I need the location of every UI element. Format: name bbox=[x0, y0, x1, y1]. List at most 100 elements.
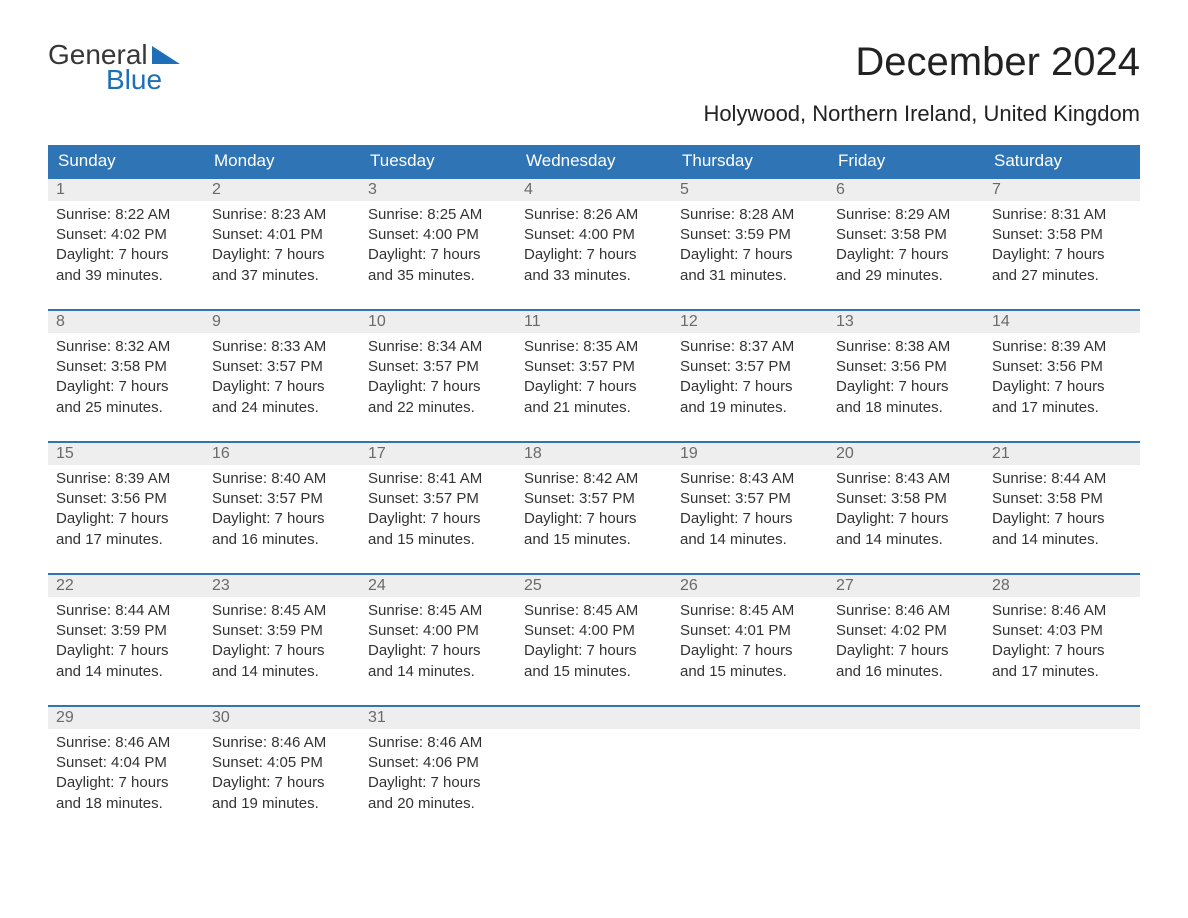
day-body: Sunrise: 8:46 AMSunset: 4:06 PMDaylight:… bbox=[360, 729, 516, 822]
day-number: 6 bbox=[828, 179, 984, 201]
day-sunset: Sunset: 4:03 PM bbox=[992, 621, 1132, 641]
day-d1: Daylight: 7 hours bbox=[524, 377, 664, 397]
day-d1: Daylight: 7 hours bbox=[56, 509, 196, 529]
day-sunrise: Sunrise: 8:41 AM bbox=[368, 469, 508, 489]
calendar: Sunday Monday Tuesday Wednesday Thursday… bbox=[48, 145, 1140, 825]
day-number: 28 bbox=[984, 575, 1140, 597]
day-number: 7 bbox=[984, 179, 1140, 201]
day-d2: and 14 minutes. bbox=[836, 530, 976, 550]
day-d1: Daylight: 7 hours bbox=[368, 509, 508, 529]
day-sunset: Sunset: 3:57 PM bbox=[368, 489, 508, 509]
calendar-day: 29Sunrise: 8:46 AMSunset: 4:04 PMDayligh… bbox=[48, 707, 204, 825]
day-body: Sunrise: 8:33 AMSunset: 3:57 PMDaylight:… bbox=[204, 333, 360, 426]
day-number: 26 bbox=[672, 575, 828, 597]
day-d1: Daylight: 7 hours bbox=[212, 773, 352, 793]
brand-logo: General Blue bbox=[48, 40, 180, 95]
day-body: Sunrise: 8:43 AMSunset: 3:57 PMDaylight:… bbox=[672, 465, 828, 558]
day-d1: Daylight: 7 hours bbox=[992, 377, 1132, 397]
day-sunset: Sunset: 3:56 PM bbox=[992, 357, 1132, 377]
day-number: 2 bbox=[204, 179, 360, 201]
day-sunset: Sunset: 4:01 PM bbox=[680, 621, 820, 641]
day-sunset: Sunset: 3:58 PM bbox=[992, 225, 1132, 245]
day-sunrise: Sunrise: 8:39 AM bbox=[992, 337, 1132, 357]
day-number: 14 bbox=[984, 311, 1140, 333]
day-body: Sunrise: 8:37 AMSunset: 3:57 PMDaylight:… bbox=[672, 333, 828, 426]
day-sunrise: Sunrise: 8:22 AM bbox=[56, 205, 196, 225]
calendar-day: 10Sunrise: 8:34 AMSunset: 3:57 PMDayligh… bbox=[360, 311, 516, 429]
day-d2: and 18 minutes. bbox=[836, 398, 976, 418]
calendar-day: 8Sunrise: 8:32 AMSunset: 3:58 PMDaylight… bbox=[48, 311, 204, 429]
calendar-day: 17Sunrise: 8:41 AMSunset: 3:57 PMDayligh… bbox=[360, 443, 516, 561]
day-sunset: Sunset: 4:00 PM bbox=[524, 621, 664, 641]
day-d1: Daylight: 7 hours bbox=[836, 377, 976, 397]
day-d2: and 14 minutes. bbox=[56, 662, 196, 682]
day-sunset: Sunset: 4:06 PM bbox=[368, 753, 508, 773]
calendar-week: 29Sunrise: 8:46 AMSunset: 4:04 PMDayligh… bbox=[48, 705, 1140, 825]
day-sunrise: Sunrise: 8:35 AM bbox=[524, 337, 664, 357]
day-body: Sunrise: 8:22 AMSunset: 4:02 PMDaylight:… bbox=[48, 201, 204, 294]
day-d2: and 14 minutes. bbox=[212, 662, 352, 682]
day-body: Sunrise: 8:28 AMSunset: 3:59 PMDaylight:… bbox=[672, 201, 828, 294]
brand-line2: Blue bbox=[106, 65, 162, 94]
day-d2: and 19 minutes. bbox=[680, 398, 820, 418]
day-d1: Daylight: 7 hours bbox=[524, 509, 664, 529]
calendar-day: 15Sunrise: 8:39 AMSunset: 3:56 PMDayligh… bbox=[48, 443, 204, 561]
day-body: Sunrise: 8:46 AMSunset: 4:02 PMDaylight:… bbox=[828, 597, 984, 690]
day-number: 22 bbox=[48, 575, 204, 597]
day-d1: Daylight: 7 hours bbox=[212, 509, 352, 529]
calendar-day: 3Sunrise: 8:25 AMSunset: 4:00 PMDaylight… bbox=[360, 179, 516, 297]
day-body: Sunrise: 8:44 AMSunset: 3:58 PMDaylight:… bbox=[984, 465, 1140, 558]
day-sunrise: Sunrise: 8:34 AM bbox=[368, 337, 508, 357]
day-sunrise: Sunrise: 8:28 AM bbox=[680, 205, 820, 225]
day-body: Sunrise: 8:46 AMSunset: 4:05 PMDaylight:… bbox=[204, 729, 360, 822]
calendar-day: 22Sunrise: 8:44 AMSunset: 3:59 PMDayligh… bbox=[48, 575, 204, 693]
day-sunset: Sunset: 3:56 PM bbox=[836, 357, 976, 377]
day-body: Sunrise: 8:43 AMSunset: 3:58 PMDaylight:… bbox=[828, 465, 984, 558]
day-d1: Daylight: 7 hours bbox=[368, 245, 508, 265]
day-body: Sunrise: 8:26 AMSunset: 4:00 PMDaylight:… bbox=[516, 201, 672, 294]
day-sunset: Sunset: 3:57 PM bbox=[524, 489, 664, 509]
calendar-day bbox=[984, 707, 1140, 825]
day-sunset: Sunset: 3:57 PM bbox=[368, 357, 508, 377]
day-number bbox=[828, 707, 984, 729]
day-sunset: Sunset: 3:58 PM bbox=[836, 489, 976, 509]
day-d2: and 29 minutes. bbox=[836, 266, 976, 286]
day-body: Sunrise: 8:32 AMSunset: 3:58 PMDaylight:… bbox=[48, 333, 204, 426]
day-d1: Daylight: 7 hours bbox=[992, 641, 1132, 661]
day-sunset: Sunset: 3:57 PM bbox=[680, 489, 820, 509]
day-body bbox=[672, 729, 828, 741]
day-sunset: Sunset: 3:56 PM bbox=[56, 489, 196, 509]
day-number bbox=[984, 707, 1140, 729]
day-sunset: Sunset: 3:57 PM bbox=[212, 357, 352, 377]
day-sunset: Sunset: 4:02 PM bbox=[836, 621, 976, 641]
calendar-day bbox=[828, 707, 984, 825]
day-number: 29 bbox=[48, 707, 204, 729]
day-body: Sunrise: 8:39 AMSunset: 3:56 PMDaylight:… bbox=[984, 333, 1140, 426]
day-number: 18 bbox=[516, 443, 672, 465]
day-sunrise: Sunrise: 8:43 AM bbox=[680, 469, 820, 489]
day-number: 20 bbox=[828, 443, 984, 465]
day-number: 30 bbox=[204, 707, 360, 729]
day-sunrise: Sunrise: 8:32 AM bbox=[56, 337, 196, 357]
day-d1: Daylight: 7 hours bbox=[680, 245, 820, 265]
day-sunrise: Sunrise: 8:45 AM bbox=[524, 601, 664, 621]
day-d2: and 17 minutes. bbox=[992, 398, 1132, 418]
day-sunrise: Sunrise: 8:45 AM bbox=[212, 601, 352, 621]
day-number: 11 bbox=[516, 311, 672, 333]
day-body bbox=[516, 729, 672, 741]
day-body: Sunrise: 8:23 AMSunset: 4:01 PMDaylight:… bbox=[204, 201, 360, 294]
dow-thursday: Thursday bbox=[672, 145, 828, 177]
day-sunset: Sunset: 4:00 PM bbox=[368, 225, 508, 245]
calendar-day: 25Sunrise: 8:45 AMSunset: 4:00 PMDayligh… bbox=[516, 575, 672, 693]
day-number: 8 bbox=[48, 311, 204, 333]
calendar-day: 28Sunrise: 8:46 AMSunset: 4:03 PMDayligh… bbox=[984, 575, 1140, 693]
dow-friday: Friday bbox=[828, 145, 984, 177]
calendar-week: 1Sunrise: 8:22 AMSunset: 4:02 PMDaylight… bbox=[48, 177, 1140, 297]
day-d1: Daylight: 7 hours bbox=[56, 245, 196, 265]
day-number: 4 bbox=[516, 179, 672, 201]
calendar-day: 7Sunrise: 8:31 AMSunset: 3:58 PMDaylight… bbox=[984, 179, 1140, 297]
day-d2: and 15 minutes. bbox=[524, 662, 664, 682]
day-sunrise: Sunrise: 8:46 AM bbox=[212, 733, 352, 753]
day-body: Sunrise: 8:42 AMSunset: 3:57 PMDaylight:… bbox=[516, 465, 672, 558]
day-number: 31 bbox=[360, 707, 516, 729]
